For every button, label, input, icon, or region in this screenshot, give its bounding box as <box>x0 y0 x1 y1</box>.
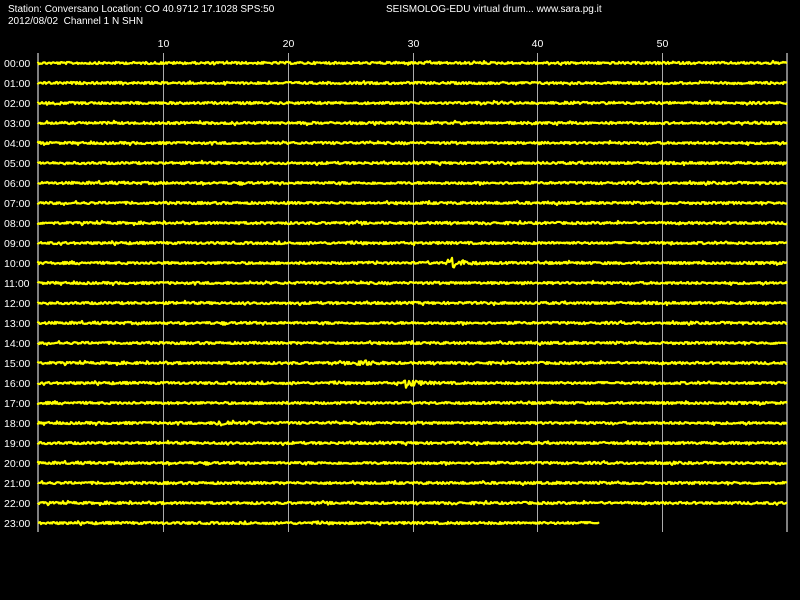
trace-1000 <box>36 256 788 269</box>
trace-1800 <box>36 419 788 427</box>
trace-2300 <box>37 520 600 527</box>
hour-label: 05:00 <box>4 158 30 170</box>
hour-label: 13:00 <box>4 318 30 330</box>
trace-0700 <box>36 200 788 207</box>
hour-label: 16:00 <box>4 378 30 390</box>
brand-label: SEISMOLOG-EDU virtual drum... www.sara.p… <box>386 4 602 15</box>
hour-label: 11:00 <box>4 278 30 290</box>
trace-0900 <box>36 240 788 247</box>
trace-0400 <box>36 139 788 147</box>
trace-2000 <box>36 459 788 467</box>
date-channel-label: 2012/08/02 Channel 1 N SHN <box>8 16 144 27</box>
hour-label: 08:00 <box>4 218 30 230</box>
trace-0500 <box>36 159 788 167</box>
x-tick-label: 50 <box>657 38 669 50</box>
trace-1900 <box>36 439 788 447</box>
trace-2100 <box>36 480 788 487</box>
trace-1100 <box>36 279 788 287</box>
trace-1300 <box>36 319 788 327</box>
hour-label: 15:00 <box>4 358 30 370</box>
hour-label: 18:00 <box>4 418 30 430</box>
hour-label: 00:00 <box>4 58 30 70</box>
hour-label: 10:00 <box>4 258 30 270</box>
hour-label: 19:00 <box>4 438 30 450</box>
hour-label: 04:00 <box>4 138 30 150</box>
trace-1400 <box>36 340 788 347</box>
x-tick-label: 10 <box>158 38 170 50</box>
hour-label: 21:00 <box>4 478 30 490</box>
trace-1500 <box>36 359 788 367</box>
trace-0300 <box>36 119 788 127</box>
hour-label: 01:00 <box>4 78 30 90</box>
hour-label: 17:00 <box>4 398 30 410</box>
x-tick-label: 20 <box>283 38 295 50</box>
trace-1600 <box>36 379 788 389</box>
trace-1700 <box>36 399 788 406</box>
hour-label: 12:00 <box>4 298 30 310</box>
hour-label: 07:00 <box>4 198 30 210</box>
hour-label: 02:00 <box>4 98 30 110</box>
trace-0600 <box>36 179 788 187</box>
hour-label: 14:00 <box>4 338 30 350</box>
trace-0000 <box>36 59 788 66</box>
trace-0200 <box>36 99 788 106</box>
x-tick-label: 30 <box>408 38 420 50</box>
x-tick-label: 40 <box>532 38 544 50</box>
hour-label: 09:00 <box>4 238 30 250</box>
hour-label: 03:00 <box>4 118 30 130</box>
station-info-label: Station: Conversano Location: CO 40.9712… <box>8 4 275 15</box>
trace-2200 <box>36 499 788 507</box>
trace-1200 <box>36 299 788 307</box>
hour-label: 23:00 <box>4 518 30 530</box>
hour-label: 06:00 <box>4 178 30 190</box>
hour-label: 20:00 <box>4 458 30 470</box>
trace-0800 <box>36 219 788 227</box>
hour-label: 22:00 <box>4 498 30 510</box>
trace-0100 <box>36 80 788 86</box>
